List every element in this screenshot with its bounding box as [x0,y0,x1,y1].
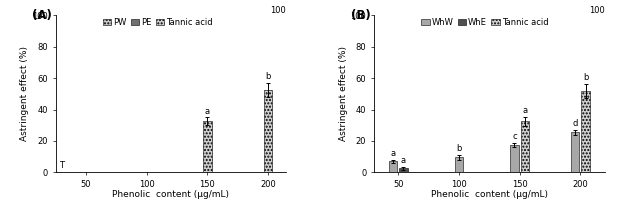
Text: a: a [522,106,528,115]
Text: 100: 100 [270,6,286,15]
Text: c: c [512,132,517,141]
Bar [399,168,408,172]
Bar [455,158,463,172]
X-axis label: Phenolic  content (μg/mL): Phenolic content (μg/mL) [431,191,548,199]
X-axis label: Phenolic  content (μg/mL): Phenolic content (μg/mL) [112,191,230,199]
Bar [203,121,212,172]
Bar [581,91,590,172]
Bar [510,145,519,172]
Text: d: d [573,119,578,128]
Y-axis label: Astringent effect (%): Astringent effect (%) [20,46,30,141]
Text: a: a [205,107,210,116]
Bar [389,161,397,172]
Y-axis label: Astringent effect (%): Astringent effect (%) [339,46,348,141]
Text: b: b [456,144,462,153]
Text: (B): (B) [351,9,371,22]
Text: b: b [583,73,588,82]
Text: a: a [391,149,395,158]
Text: 100: 100 [589,6,605,15]
Bar [571,132,579,172]
Legend: PW, PE, Tannic acid: PW, PE, Tannic acid [101,17,215,29]
Legend: WhW, WhE, Tannic acid: WhW, WhE, Tannic acid [420,17,550,29]
Bar [264,90,272,172]
Text: (A): (A) [33,9,52,22]
Text: a: a [401,156,406,165]
Bar [521,121,529,172]
Text: T: T [59,161,64,170]
Text: b: b [265,72,271,81]
